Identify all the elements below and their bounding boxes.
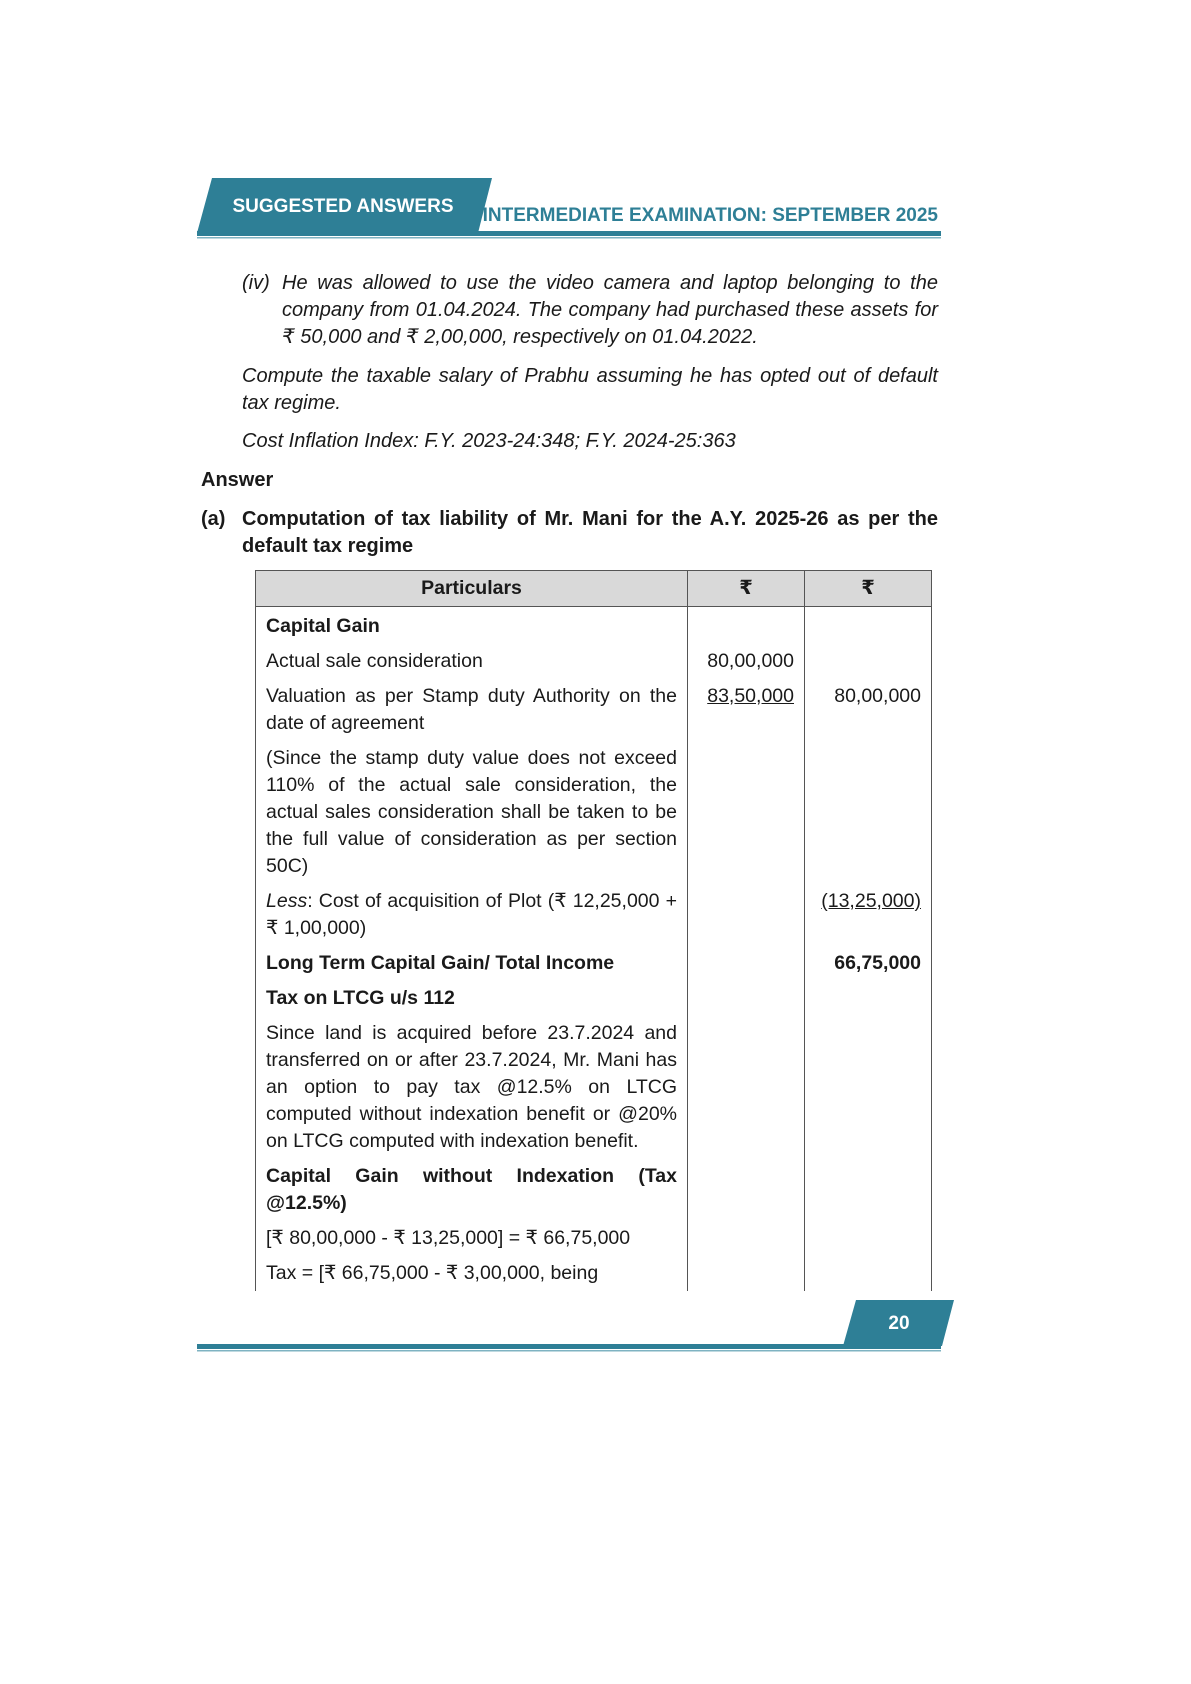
amount: 80,00,000 bbox=[834, 685, 921, 707]
particulars-text: Valuation as per Stamp duty Authority on… bbox=[266, 685, 677, 734]
table-frame: Particulars ₹ ₹ Capital Gain Actual sale … bbox=[255, 570, 932, 1295]
header-cell: Particulars bbox=[255, 570, 688, 607]
amount-cell bbox=[804, 606, 932, 644]
amount: 83,50,000 bbox=[707, 685, 794, 707]
particulars-cell: [₹ 80,00,000 - ₹ 13,25,000] = ₹ 66,75,00… bbox=[255, 1221, 688, 1256]
footer-rule bbox=[197, 1344, 941, 1349]
amount-cell bbox=[804, 1221, 932, 1256]
answer-marker: (a) bbox=[201, 508, 226, 530]
amount: 80,00,000 bbox=[707, 650, 794, 672]
computation-table: Particulars ₹ ₹ Capital Gain Actual sale … bbox=[255, 570, 932, 1291]
table-row: Tax = [₹ 66,75,000 - ₹ 3,00,000, being bbox=[255, 1256, 932, 1291]
particulars-text: [₹ 80,00,000 - ₹ 13,25,000] = ₹ 66,75,00… bbox=[266, 1227, 631, 1249]
header-right: INTERMEDIATE EXAMINATION: SEPTEMBER 2025 bbox=[482, 205, 938, 226]
particulars-cell: Long Term Capital Gain/ Total Income bbox=[255, 946, 688, 981]
particulars-text: : Cost of acquisition of Plot (₹ 12,25,0… bbox=[266, 890, 677, 939]
paragraph: Compute the taxable salary of Prabhu ass… bbox=[242, 365, 938, 414]
table-row: (Since the stamp duty value does not exc… bbox=[255, 741, 932, 884]
item-marker: (iv) bbox=[242, 272, 270, 294]
particulars-cell: Since land is acquired before 23.7.2024 … bbox=[255, 1016, 688, 1159]
amount-cell: 80,00,000 bbox=[804, 679, 932, 741]
table-row: Capital Gain bbox=[255, 606, 932, 644]
amount-cell bbox=[804, 1016, 932, 1159]
particulars-cell: Capital Gain bbox=[255, 606, 688, 644]
table-row: Long Term Capital Gain/ Total Income 66,7… bbox=[255, 946, 932, 981]
amount-cell: 80,00,000 bbox=[687, 644, 805, 679]
header-cell: ₹ bbox=[687, 570, 805, 607]
amount-cell bbox=[687, 1159, 805, 1221]
table-header-row: Particulars ₹ ₹ bbox=[255, 570, 932, 607]
amount-cell: (13,25,000) bbox=[804, 884, 932, 946]
table-row: Less: Cost of acquisition of Plot (₹ 12,… bbox=[255, 884, 932, 946]
table-row: Actual sale consideration 80,00,000 bbox=[255, 644, 932, 679]
answer-heading: Answer bbox=[201, 469, 274, 491]
table-row: Capital Gain without Indexation (Tax @12… bbox=[255, 1159, 932, 1221]
table-row: Since land is acquired before 23.7.2024 … bbox=[255, 1016, 932, 1159]
answer-title: Computation of tax liability of Mr. Mani… bbox=[242, 508, 938, 557]
item-text: He was allowed to use the video camera a… bbox=[282, 272, 938, 348]
particulars-text: Tax on LTCG u/s 112 bbox=[266, 987, 455, 1009]
header-cell: ₹ bbox=[804, 570, 932, 607]
particulars-cell: Tax = [₹ 66,75,000 - ₹ 3,00,000, being bbox=[255, 1256, 688, 1291]
particulars-cell: Tax on LTCG u/s 112 bbox=[255, 981, 688, 1016]
particulars-cell: Less: Cost of acquisition of Plot (₹ 12,… bbox=[255, 884, 688, 946]
paragraph: Cost Inflation Index: F.Y. 2023-24:348; … bbox=[242, 430, 736, 452]
page-tab bbox=[843, 1300, 954, 1346]
amount-cell bbox=[804, 644, 932, 679]
particulars-text: Tax = [₹ 66,75,000 - ₹ 3,00,000, being bbox=[266, 1262, 599, 1284]
amount: (13,25,000) bbox=[821, 890, 921, 912]
footer-rule-thin bbox=[197, 1350, 941, 1352]
particulars-cell: Valuation as per Stamp duty Authority on… bbox=[255, 679, 688, 741]
particulars-cell: Actual sale consideration bbox=[255, 644, 688, 679]
amount-cell bbox=[687, 1256, 805, 1291]
particulars-text: Less bbox=[266, 890, 308, 912]
particulars-cell: Capital Gain without Indexation (Tax @12… bbox=[255, 1159, 688, 1221]
amount: 66,75,000 bbox=[834, 952, 921, 974]
particulars-text: Actual sale consideration bbox=[266, 650, 483, 672]
amount-cell bbox=[687, 1221, 805, 1256]
amount-cell bbox=[804, 1256, 932, 1291]
header-rule-thin bbox=[197, 237, 941, 239]
header-tab bbox=[197, 178, 492, 233]
amount-cell bbox=[687, 946, 805, 981]
amount-cell: 83,50,000 bbox=[687, 679, 805, 741]
amount-cell bbox=[687, 884, 805, 946]
particulars-text: Since land is acquired before 23.7.2024 … bbox=[266, 1022, 677, 1152]
table-row: [₹ 80,00,000 - ₹ 13,25,000] = ₹ 66,75,00… bbox=[255, 1221, 932, 1256]
amount-cell bbox=[687, 981, 805, 1016]
amount-cell bbox=[687, 1016, 805, 1159]
particulars-cell: (Since the stamp duty value does not exc… bbox=[255, 741, 688, 884]
particulars-text: Long Term Capital Gain/ Total Income bbox=[266, 952, 615, 974]
amount-cell: 66,75,000 bbox=[804, 946, 932, 981]
header-left: SUGGESTED ANSWERS bbox=[232, 196, 454, 217]
amount-cell bbox=[687, 606, 805, 644]
particulars-text: Capital Gain bbox=[266, 615, 380, 637]
page-number: 20 bbox=[888, 1313, 910, 1334]
amount-cell bbox=[804, 741, 932, 884]
table-body: Capital Gain Actual sale consideration 80,… bbox=[255, 606, 932, 1291]
amount-cell bbox=[804, 981, 932, 1016]
table-row: Tax on LTCG u/s 112 bbox=[255, 981, 932, 1016]
header-rule bbox=[197, 231, 941, 236]
amount-cell bbox=[804, 1159, 932, 1221]
particulars-text: (Since the stamp duty value does not exc… bbox=[266, 747, 677, 877]
particulars-text: Capital Gain without Indexation (Tax @12… bbox=[266, 1165, 677, 1214]
amount-cell bbox=[687, 741, 805, 884]
table-row: Valuation as per Stamp duty Authority on… bbox=[255, 679, 932, 741]
